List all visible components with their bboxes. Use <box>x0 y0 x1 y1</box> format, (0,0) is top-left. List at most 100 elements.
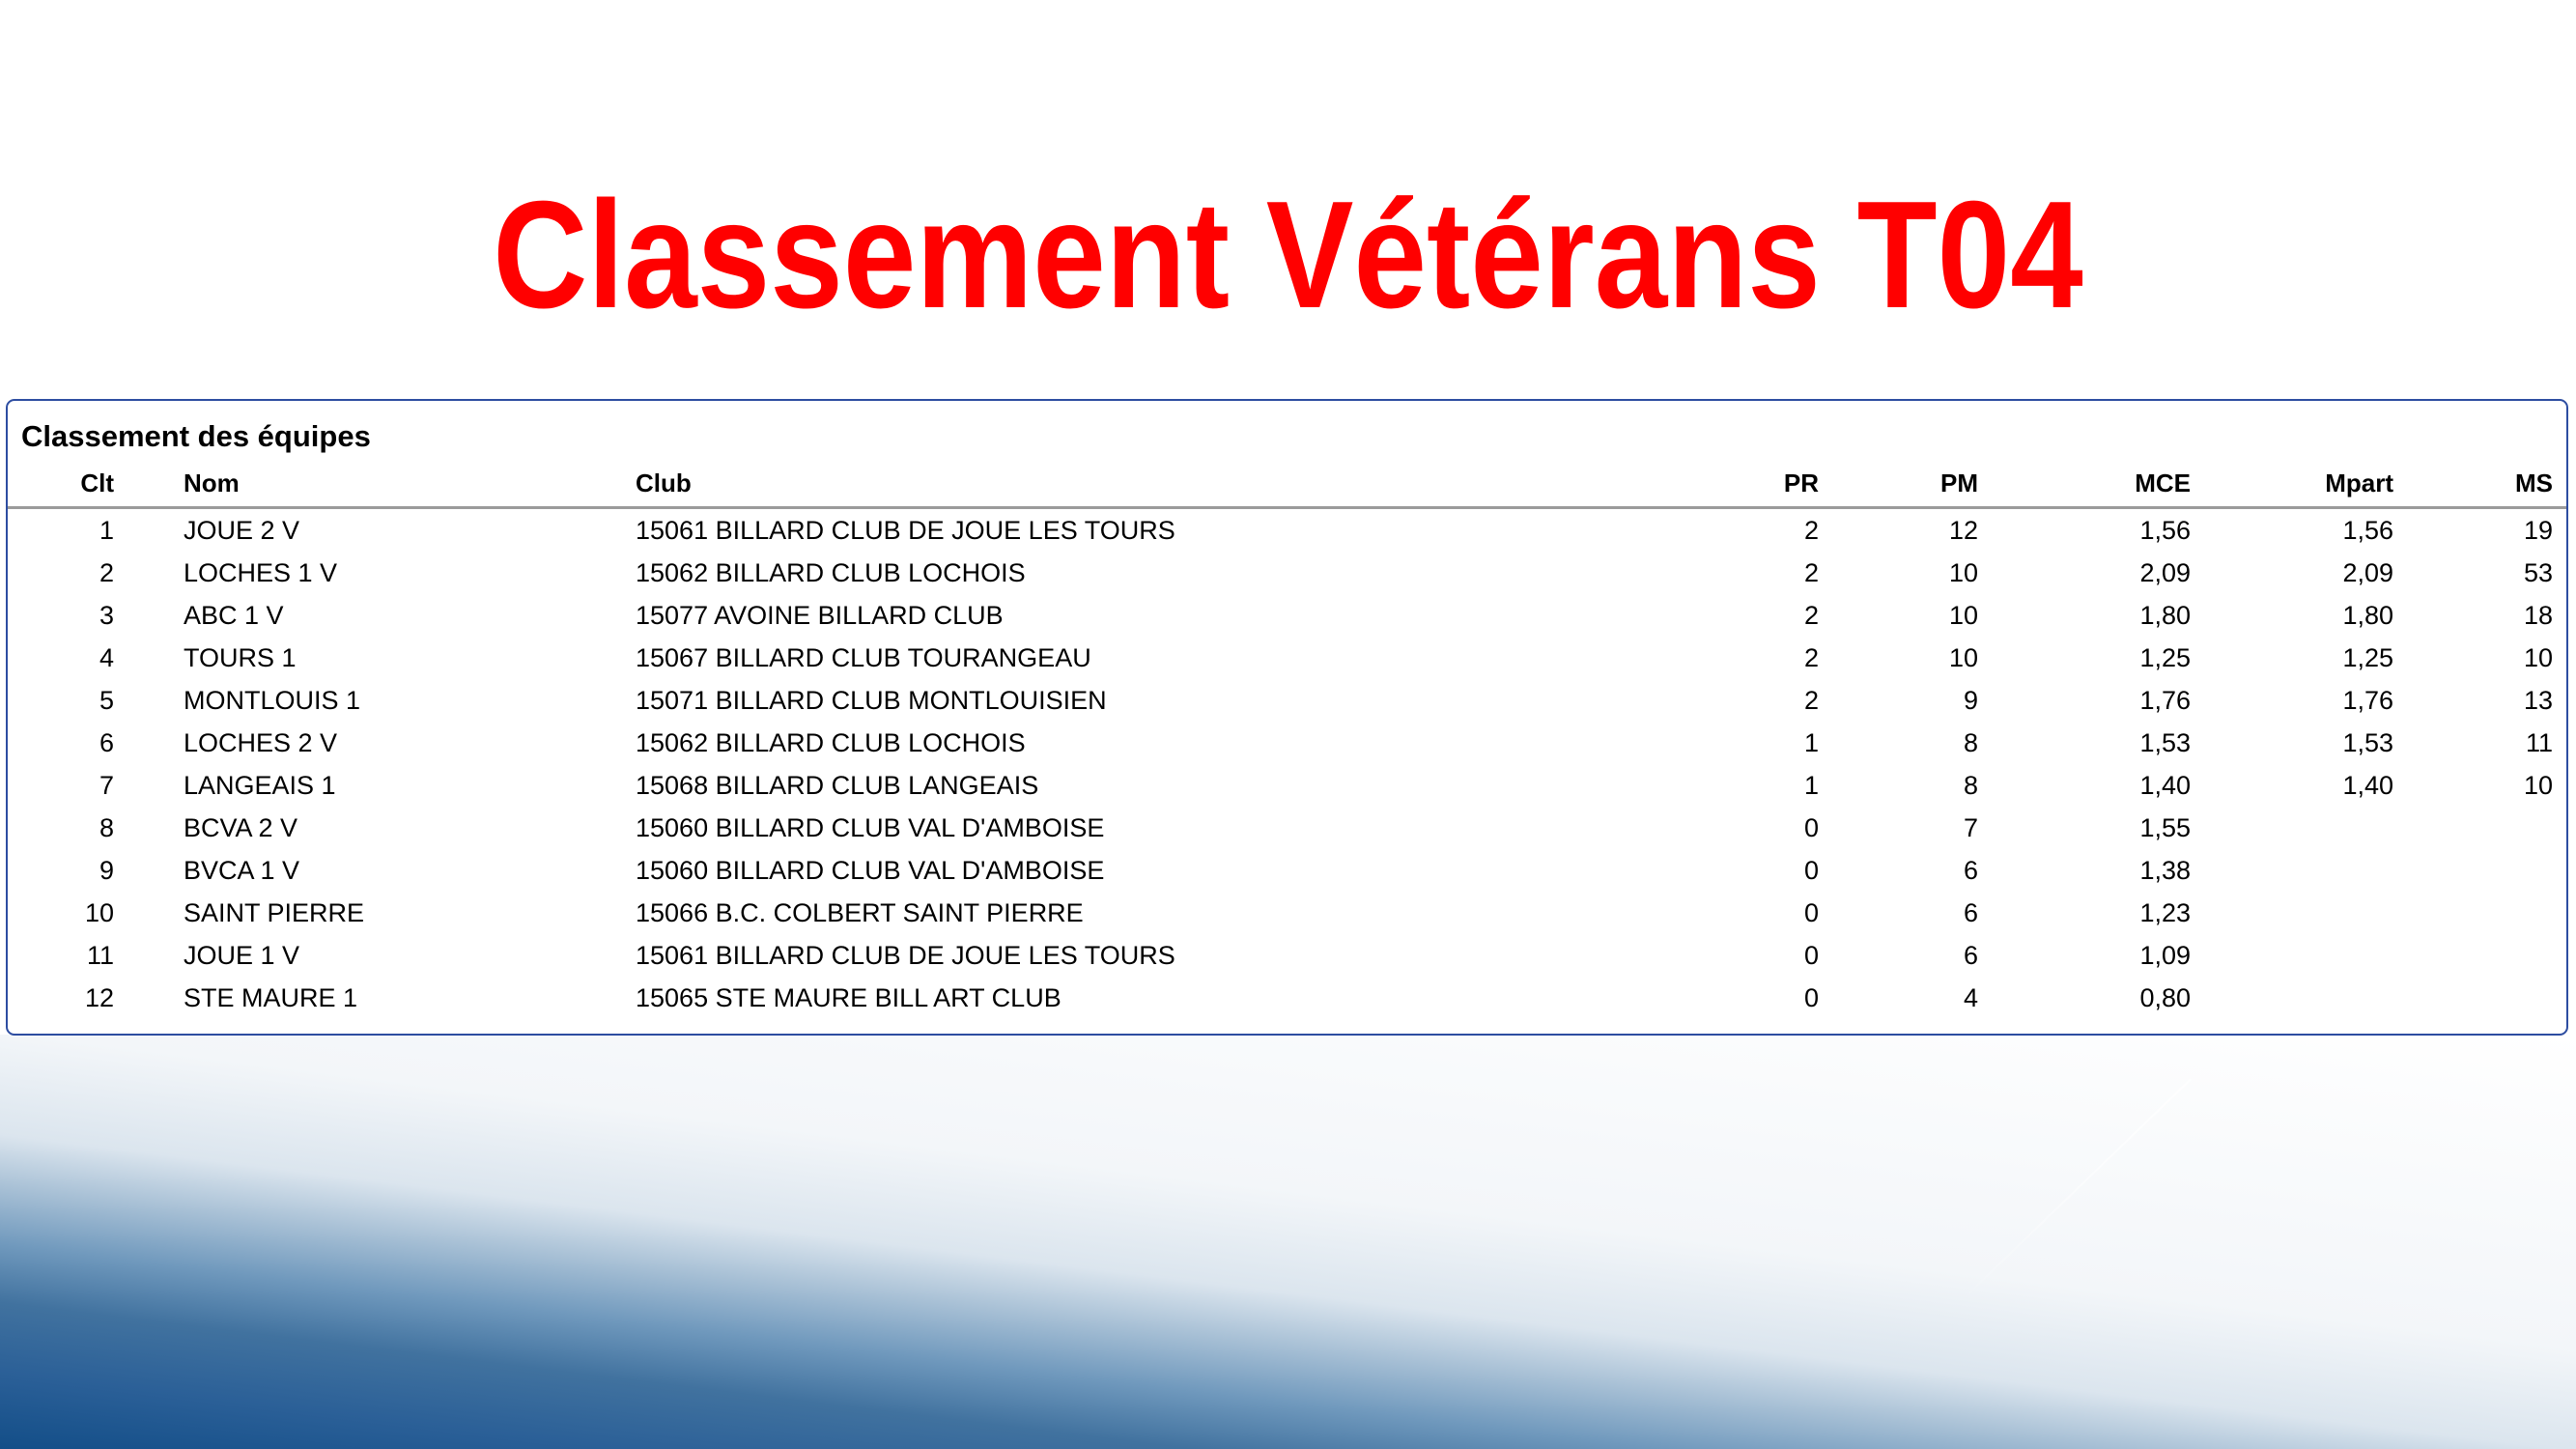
table-row: 4 TOURS 1 15067 BILLARD CLUB TOURANGEAU 2 10… <box>8 637 2566 679</box>
cell-club: 15062 BILLARD CLUB LOCHOIS <box>636 557 1026 587</box>
cell-ms: 53 <box>2523 557 2553 587</box>
cell-pr: 2 <box>1803 515 1819 545</box>
cell-ms <box>2393 892 2566 934</box>
cell-clt: 11 <box>86 940 114 970</box>
cell-pm: 8 <box>1963 727 1978 757</box>
cell-pm: 9 <box>1963 685 1978 715</box>
cell-club: 15065 STE MAURE BILL ART CLUB <box>636 982 1062 1012</box>
cell-pm: 4 <box>1963 982 1978 1012</box>
cell-nom: JOUE 1 V <box>184 940 300 970</box>
cell-pm: 6 <box>1963 897 1978 927</box>
cell-club: 15060 BILLARD CLUB VAL D'AMBOISE <box>636 855 1105 885</box>
table-row: 1 JOUE 2 V 15061 BILLARD CLUB DE JOUE LES … <box>8 508 2566 553</box>
cell-nom: BCVA 2 V <box>184 812 298 842</box>
cell-clt: 1 <box>99 515 114 545</box>
cell-club: 15062 BILLARD CLUB LOCHOIS <box>636 727 1026 757</box>
table-header-row: Clt Nom Club PR PM MCE Mpart MS <box>8 456 2566 510</box>
cell-clt: 3 <box>99 600 114 630</box>
cell-ms: 19 <box>2523 515 2553 545</box>
cell-nom: SAINT PIERRE <box>184 897 365 927</box>
column-header-clt: Clt <box>8 456 114 510</box>
cell-nom: MONTLOUIS 1 <box>184 685 361 715</box>
cell-nom: LOCHES 1 V <box>184 557 338 587</box>
cell-clt: 8 <box>99 812 114 842</box>
cell-mpart <box>2191 849 2393 892</box>
page-title: Classement Vétérans T04 <box>493 169 2083 340</box>
cell-pm: 10 <box>1948 557 1978 587</box>
table-row: 12 STE MAURE 1 15065 STE MAURE BILL ART CL… <box>8 977 2566 1019</box>
column-header-pr: PR <box>1645 456 1819 510</box>
cell-club: 15061 BILLARD CLUB DE JOUE LES TOURS <box>636 940 1175 970</box>
background-gradient <box>0 1035 2576 1449</box>
cell-pr: 2 <box>1803 600 1819 630</box>
cell-pr: 1 <box>1803 727 1819 757</box>
cell-pr: 2 <box>1803 557 1819 587</box>
cell-clt: 4 <box>99 642 114 672</box>
cell-mpart <box>2191 977 2393 1019</box>
table-body: 1 JOUE 2 V 15061 BILLARD CLUB DE JOUE LES … <box>8 508 2566 1020</box>
cell-pr: 0 <box>1803 855 1819 885</box>
cell-pr: 0 <box>1803 982 1819 1012</box>
cell-ms <box>2393 849 2566 892</box>
cell-ms: 11 <box>2525 727 2553 757</box>
cell-ms <box>2393 934 2566 977</box>
column-header-mce: MCE <box>1978 456 2191 510</box>
cell-nom: LOCHES 2 V <box>184 727 338 757</box>
cell-pm: 6 <box>1963 940 1978 970</box>
cell-pm: 10 <box>1948 642 1978 672</box>
table-row: 3 ABC 1 V 15077 AVOINE BILLARD CLUB 2 10 1,80… <box>8 594 2566 637</box>
cell-mpart <box>2191 934 2393 977</box>
cell-mpart <box>2191 892 2393 934</box>
cell-nom: LANGEAIS 1 <box>184 770 336 800</box>
cell-clt: 5 <box>99 685 114 715</box>
cell-mpart: 1,80 <box>2342 600 2393 630</box>
cell-club: 15071 BILLARD CLUB MONTLOUISIEN <box>636 685 1107 715</box>
cell-mce: 1,40 <box>2139 770 2191 800</box>
cell-ms: 13 <box>2523 685 2553 715</box>
cell-club: 15068 BILLARD CLUB LANGEAIS <box>636 770 1039 800</box>
cell-mce: 1,53 <box>2139 727 2191 757</box>
table-row: 8 BCVA 2 V 15060 BILLARD CLUB VAL D'AMBOIS… <box>8 807 2566 849</box>
cell-mpart: 1,56 <box>2342 515 2393 545</box>
column-header-mpart: Mpart <box>2191 456 2393 510</box>
cell-mpart: 1,53 <box>2342 727 2393 757</box>
cell-clt: 12 <box>84 982 114 1012</box>
cell-pm: 6 <box>1963 855 1978 885</box>
cell-mpart: 1,76 <box>2342 685 2393 715</box>
column-header-pm: PM <box>1819 456 1978 510</box>
cell-club: 15066 B.C. COLBERT SAINT PIERRE <box>636 897 1084 927</box>
cell-pr: 0 <box>1803 940 1819 970</box>
cell-ms: 18 <box>2523 600 2553 630</box>
cell-clt: 9 <box>99 855 114 885</box>
cell-mpart: 1,25 <box>2342 642 2393 672</box>
cell-mce: 1,23 <box>2139 897 2191 927</box>
cell-club: 15077 AVOINE BILLARD CLUB <box>636 600 1004 630</box>
cell-pr: 2 <box>1803 685 1819 715</box>
cell-mce: 1,80 <box>2139 600 2191 630</box>
cell-ms: 10 <box>2523 770 2553 800</box>
column-header-club: Club <box>636 456 1645 510</box>
cell-nom: STE MAURE 1 <box>184 982 358 1012</box>
cell-clt: 10 <box>84 897 114 927</box>
table-row: 5 MONTLOUIS 1 15071 BILLARD CLUB MONTLOUIS… <box>8 679 2566 722</box>
cell-clt: 7 <box>99 770 114 800</box>
cell-pm: 10 <box>1948 600 1978 630</box>
table-row: 2 LOCHES 1 V 15062 BILLARD CLUB LOCHOIS 2 10… <box>8 552 2566 594</box>
cell-clt: 6 <box>99 727 114 757</box>
cell-mpart: 2,09 <box>2342 557 2393 587</box>
column-header-nom: Nom <box>114 456 636 510</box>
cell-pr: 0 <box>1803 812 1819 842</box>
cell-mce: 1,76 <box>2139 685 2191 715</box>
cell-nom: TOURS 1 <box>184 642 297 672</box>
table-row: 10 SAINT PIERRE 15066 B.C. COLBERT SAINT P… <box>8 892 2566 934</box>
cell-pr: 1 <box>1803 770 1819 800</box>
table-row: 9 BVCA 1 V 15060 BILLARD CLUB VAL D'AMBOIS… <box>8 849 2566 892</box>
cell-club: 15060 BILLARD CLUB VAL D'AMBOISE <box>636 812 1105 842</box>
cell-pr: 0 <box>1803 897 1819 927</box>
cell-pm: 12 <box>1948 515 1978 545</box>
table-row: 6 LOCHES 2 V 15062 BILLARD CLUB LOCHOIS 1 8 1… <box>8 722 2566 764</box>
panel-title: Classement des équipes <box>21 419 371 453</box>
cell-ms: 10 <box>2523 642 2553 672</box>
cell-mce: 0,80 <box>2139 982 2191 1012</box>
